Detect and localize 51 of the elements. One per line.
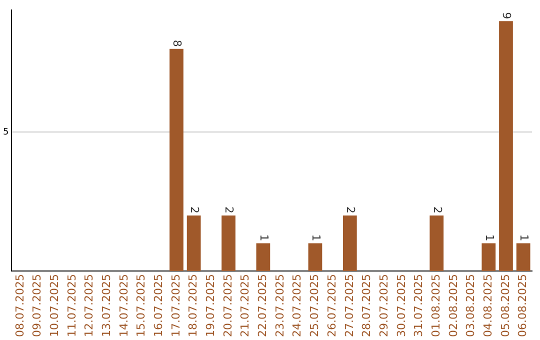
data-label: 1 <box>517 234 530 242</box>
x-tick-label: 15.07.2025 <box>134 274 148 338</box>
x-tick-label: 30.07.2025 <box>394 274 408 338</box>
x-tick-label: 25.07.2025 <box>308 274 322 338</box>
y-tick-label: 5 <box>2 128 9 138</box>
x-tick-label: 29.07.2025 <box>377 274 390 338</box>
data-label: 2 <box>344 206 358 214</box>
x-tick-label: 05.08.2025 <box>498 274 512 338</box>
bar <box>222 215 236 272</box>
x-tick-label: 11.07.2025 <box>65 274 78 338</box>
x-tick-label: 18.07.2025 <box>186 274 200 338</box>
x-tick-label: 10.07.2025 <box>48 274 61 338</box>
x-tick-label: 23.07.2025 <box>273 274 286 338</box>
bar <box>499 21 513 272</box>
bar <box>516 243 530 272</box>
x-tick-label: 22.07.2025 <box>256 274 270 338</box>
bar <box>430 215 444 272</box>
x-tick-label: 09.07.2025 <box>30 274 44 338</box>
data-label: 2 <box>188 206 201 214</box>
x-tick-label: 04.08.2025 <box>482 274 495 338</box>
bar <box>256 243 270 272</box>
x-tick-label: 26.07.2025 <box>325 274 338 338</box>
x-tick-label: 16.07.2025 <box>152 274 165 338</box>
x-tick-label: 12.07.2025 <box>82 274 96 338</box>
x-tick-label: 06.08.2025 <box>516 274 530 338</box>
data-label: 1 <box>257 234 270 242</box>
data-label: 2 <box>222 206 236 214</box>
x-tick-label: 31.07.2025 <box>412 274 426 338</box>
data-label: 9 <box>500 12 514 20</box>
x-tick-label: 14.07.2025 <box>117 274 130 338</box>
bar <box>482 243 496 272</box>
bar <box>170 48 184 272</box>
x-tick-label: 01.08.2025 <box>429 274 442 338</box>
x-tick-label: 17.07.2025 <box>169 274 182 338</box>
x-tick-label: 03.08.2025 <box>464 274 478 338</box>
x-tick-label: 02.08.2025 <box>446 274 460 338</box>
x-tick-label: 08.07.2025 <box>13 274 26 338</box>
data-label: 8 <box>170 40 184 47</box>
data-label: 1 <box>482 234 496 242</box>
x-tick-label: 13.07.2025 <box>100 274 113 338</box>
bar <box>186 215 201 272</box>
bar <box>308 243 322 272</box>
x-tick-label: 24.07.2025 <box>290 274 304 338</box>
x-tick-label: 20.07.2025 <box>221 274 234 338</box>
bar <box>342 215 357 272</box>
data-label: 1 <box>309 234 322 242</box>
x-tick-label: 27.07.2025 <box>342 274 356 338</box>
x-tick-label: 19.07.2025 <box>204 274 218 338</box>
x-tick-label: 28.07.2025 <box>360 274 374 338</box>
data-label: 2 <box>430 206 444 214</box>
x-tick-label: 21.07.2025 <box>238 274 252 338</box>
